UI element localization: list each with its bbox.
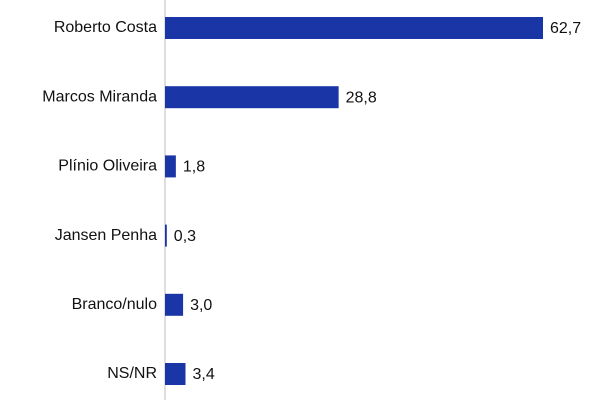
bar — [165, 86, 339, 109]
category-label: Jansen Penha — [55, 227, 157, 244]
value-label: 0,3 — [174, 228, 196, 245]
category-label: Plínio Oliveira — [58, 158, 157, 175]
bar — [165, 363, 186, 385]
bar — [165, 293, 184, 316]
bar — [165, 17, 543, 39]
value-label: 3,0 — [190, 297, 212, 314]
bar — [165, 155, 176, 178]
value-label: 3,4 — [192, 366, 214, 383]
value-label: 28,8 — [346, 89, 377, 106]
category-label: NS/NR — [107, 365, 157, 382]
value-label: 62,7 — [550, 20, 581, 37]
category-label: Roberto Costa — [54, 19, 157, 36]
bar — [165, 224, 167, 247]
category-label: Marcos Miranda — [42, 88, 157, 105]
value-label: 1,8 — [183, 159, 205, 176]
category-label: Branco/nulo — [72, 296, 157, 313]
